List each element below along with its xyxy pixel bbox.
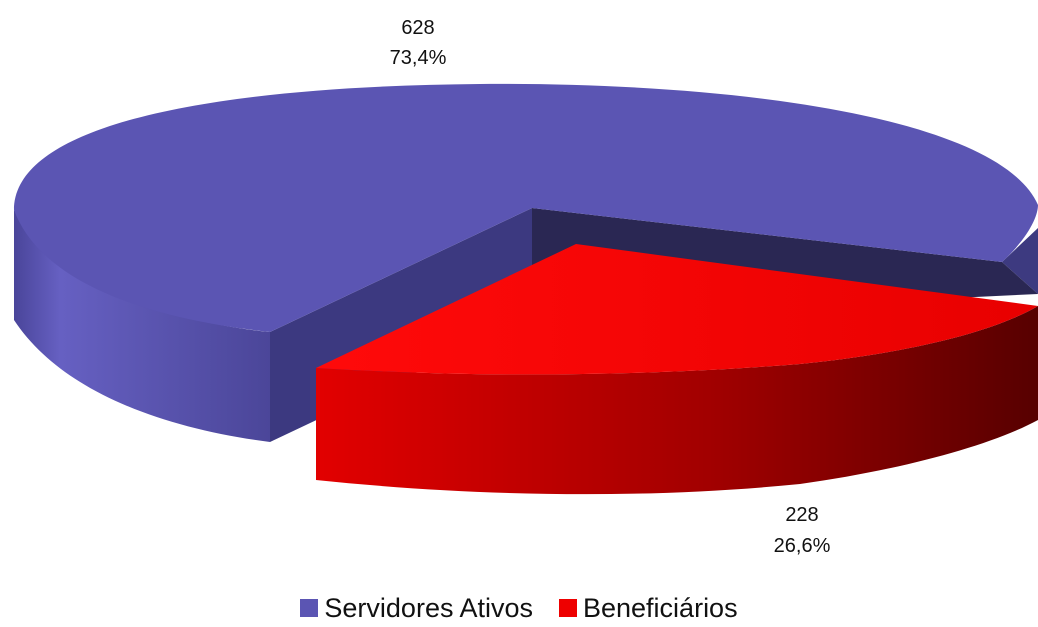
legend-label-servidores-ativos: Servidores Ativos xyxy=(324,593,533,623)
legend-item-beneficiarios[interactable]: Beneficiários xyxy=(559,594,738,622)
slice-beneficiarios-side xyxy=(316,306,1038,495)
slice-beneficiarios-top xyxy=(316,244,1038,375)
data-label-beneficiarios-percent: 26,6% xyxy=(774,535,831,557)
slice-servidores-ativos-side xyxy=(14,210,270,442)
data-label-servidores-ativos-value: 628 xyxy=(401,17,434,39)
data-label-servidores-ativos-percent: 73,4% xyxy=(390,47,447,69)
slice-servidores-ativos-side-right xyxy=(1002,228,1038,294)
legend-label-beneficiarios: Beneficiários xyxy=(583,593,738,623)
data-label-beneficiarios: 228 26,6% xyxy=(774,504,831,557)
slice-servidores-ativos-top xyxy=(14,83,1038,332)
data-label-beneficiarios-value: 228 xyxy=(785,504,818,526)
data-label-servidores-ativos: 628 73,4% xyxy=(390,17,447,69)
legend-item-servidores-ativos[interactable]: Servidores Ativos xyxy=(300,594,533,622)
legend-swatch-beneficiarios xyxy=(559,599,577,617)
legend-swatch-servidores-ativos xyxy=(300,599,319,617)
legend: Servidores Ativos Beneficiários xyxy=(0,594,1038,622)
slice-beneficiarios[interactable] xyxy=(316,244,1038,495)
